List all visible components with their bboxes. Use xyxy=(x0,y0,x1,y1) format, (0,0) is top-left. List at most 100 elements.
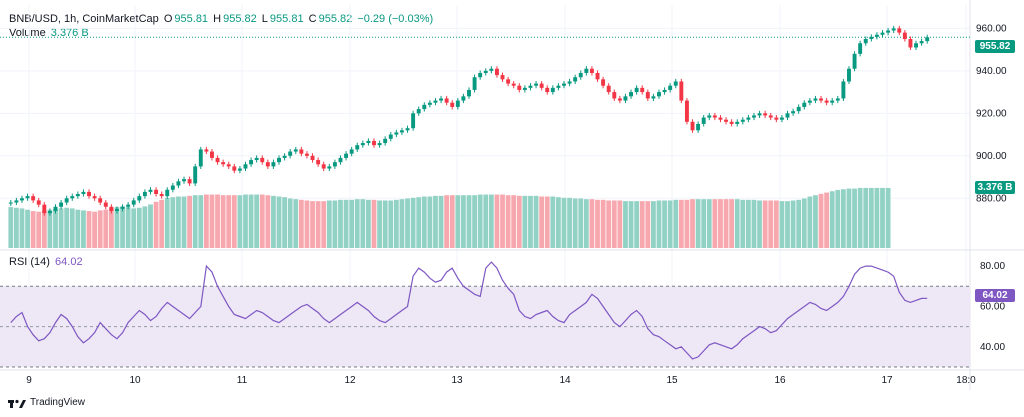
volume-bar xyxy=(276,196,282,248)
volume-bar xyxy=(170,197,176,248)
volume-bar xyxy=(53,209,58,248)
volume-bar xyxy=(617,200,623,248)
candle-body xyxy=(522,87,527,90)
candle-body xyxy=(260,157,265,163)
candle-body xyxy=(36,200,41,205)
volume-bar xyxy=(47,209,53,248)
candle-body xyxy=(210,151,214,158)
close-label: C xyxy=(308,13,317,25)
candle-body xyxy=(612,92,617,99)
volume-bar xyxy=(220,195,226,248)
candle-body xyxy=(70,196,75,199)
candle-body xyxy=(617,98,622,101)
volume-bar xyxy=(25,209,30,248)
rsi-value: 64.02 xyxy=(55,256,83,268)
candle-body xyxy=(310,155,315,161)
volume-bar xyxy=(215,194,220,248)
candle-body xyxy=(126,204,131,207)
volume-bar xyxy=(751,199,757,248)
candle-body xyxy=(377,143,382,146)
candle-body xyxy=(763,113,768,116)
candle-body xyxy=(405,128,410,131)
candle-body xyxy=(880,32,885,35)
candle-body xyxy=(506,79,511,84)
volume-bar xyxy=(516,195,522,248)
volume-bar xyxy=(852,188,857,248)
candle-body xyxy=(399,130,404,133)
candle-body xyxy=(679,81,684,101)
candle-body xyxy=(293,149,298,152)
volume-bar xyxy=(690,199,695,248)
candle-body xyxy=(411,113,416,129)
candle-body xyxy=(690,121,695,131)
brand-name: TradingView xyxy=(30,397,86,408)
candle-body xyxy=(75,194,80,197)
volume-bar xyxy=(567,197,572,248)
volume-bar xyxy=(723,199,729,248)
candle-body xyxy=(360,143,365,146)
candle-body xyxy=(59,202,64,207)
candle-body xyxy=(707,115,712,118)
brand-footer[interactable]: TradingView xyxy=(8,397,85,408)
candle-body xyxy=(31,196,36,201)
volume-bar xyxy=(405,198,410,248)
candle-body xyxy=(321,164,326,169)
volume-bar xyxy=(651,201,656,248)
high-value: 955.82 xyxy=(223,13,257,25)
candle-body xyxy=(819,98,823,101)
candle-body xyxy=(109,206,114,212)
volume-bar xyxy=(304,200,310,248)
candle-body xyxy=(712,115,717,118)
candles xyxy=(8,25,930,216)
candle-body xyxy=(47,211,52,214)
candle-body xyxy=(640,87,645,93)
candle-body xyxy=(355,145,360,150)
volume-bar xyxy=(768,200,774,248)
volume-bar xyxy=(813,195,818,248)
candle-body xyxy=(176,181,181,186)
candle-body xyxy=(193,166,198,184)
time-axis: 9 10 11 12 13 14 15 16 17 18:0 xyxy=(26,375,976,386)
candle-body xyxy=(824,100,829,103)
volume-bar xyxy=(125,207,131,248)
candle-body xyxy=(338,157,343,163)
volume-bar xyxy=(444,195,450,248)
candle-body xyxy=(53,206,58,212)
volume-bar xyxy=(701,199,707,248)
volume-bar xyxy=(667,200,673,248)
volume-bar xyxy=(164,197,170,248)
volume-bar xyxy=(427,196,433,248)
candle-body xyxy=(589,68,594,73)
volume-bar xyxy=(712,199,718,248)
candle-body xyxy=(914,43,918,48)
volume-bar xyxy=(533,195,539,248)
volume-label: Volume xyxy=(9,27,46,39)
volume-bar xyxy=(544,196,550,248)
volume-bar xyxy=(393,199,399,248)
candle-body xyxy=(344,153,349,158)
candle-body xyxy=(478,72,483,78)
candle-body xyxy=(299,149,304,154)
volume-bar xyxy=(734,199,740,248)
volume-bar xyxy=(807,196,813,248)
close-value: 955.82 xyxy=(318,13,353,25)
volume-bar xyxy=(64,207,70,248)
volume-bar xyxy=(662,200,667,248)
candle-body xyxy=(768,115,773,118)
volume-bar xyxy=(349,199,355,248)
volume-bar xyxy=(187,195,192,248)
candle-body xyxy=(668,85,673,90)
candle-body xyxy=(757,113,762,116)
candle-body xyxy=(304,153,309,156)
candle-body xyxy=(427,102,432,105)
rsi-line xyxy=(10,261,928,360)
volume-bar xyxy=(466,195,472,248)
candle-body xyxy=(215,157,220,163)
volume-bar xyxy=(416,197,422,248)
volume-bar xyxy=(382,200,388,248)
volume-bar xyxy=(779,201,785,248)
volume-bar xyxy=(880,187,885,248)
candle-body xyxy=(578,72,583,78)
candle-body xyxy=(908,38,913,48)
